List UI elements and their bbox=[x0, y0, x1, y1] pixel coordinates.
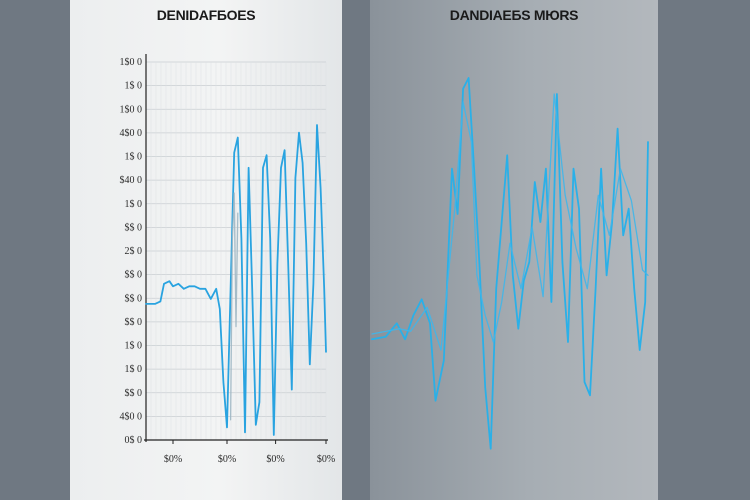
y-tick-label: 1$ 0 bbox=[125, 81, 143, 92]
y-tick-label: $$ 0 bbox=[125, 293, 143, 304]
y-tick-label: 1$ 0 bbox=[125, 199, 143, 210]
y-tick-label: $$ 0 bbox=[125, 317, 143, 328]
y-tick-label: 1$ 0 bbox=[125, 152, 143, 163]
series-line-2 bbox=[229, 192, 239, 421]
x-tick-label: $0% bbox=[164, 454, 182, 465]
x-tick-label: $0% bbox=[317, 454, 335, 465]
right-chart-panel: DANDIAEБS MЮRS bbox=[370, 0, 658, 500]
y-tick-label: 0$ 0 bbox=[125, 435, 143, 446]
x-tick-label: $0% bbox=[266, 454, 284, 465]
series-line-1 bbox=[145, 124, 327, 436]
y-tick-label: 1$0 0 bbox=[120, 57, 143, 68]
right-chart-title: DANDIAEБS MЮRS bbox=[449, 7, 579, 23]
x-tick-label: $0% bbox=[218, 454, 236, 465]
y-tick-label: 1$ 0 bbox=[125, 341, 143, 352]
left-chart-panel: DENIDAFБOES 1$0 0 1$ 0 1$0 0 4$0 0 1$ 0 $40 0… bbox=[70, 0, 342, 500]
series-line-2 bbox=[371, 93, 649, 351]
left-line-chart: 1$0 0 1$ 0 1$0 0 4$0 0 1$ 0 $40 0 1$ 0 $$ 0 2$ 0… bbox=[120, 54, 335, 465]
left-chart-title: DENIDAFБOES bbox=[156, 7, 256, 23]
y-tick-label: 4$0 0 bbox=[120, 411, 143, 422]
y-tick-label: 1$0 0 bbox=[120, 104, 143, 115]
y-tick-label: $$ 0 bbox=[125, 222, 143, 233]
y-tick-label: 4$0 0 bbox=[120, 128, 143, 139]
right-line-chart bbox=[371, 77, 649, 450]
y-tick-label: $$ 0 bbox=[125, 388, 143, 399]
y-tick-label: 2$ 0 bbox=[125, 246, 143, 257]
y-tick-label: 1$ 0 bbox=[125, 364, 143, 375]
y-tick-label: $40 0 bbox=[120, 175, 143, 186]
series-line-1 bbox=[371, 77, 649, 450]
y-tick-label: $$ 0 bbox=[125, 270, 143, 281]
